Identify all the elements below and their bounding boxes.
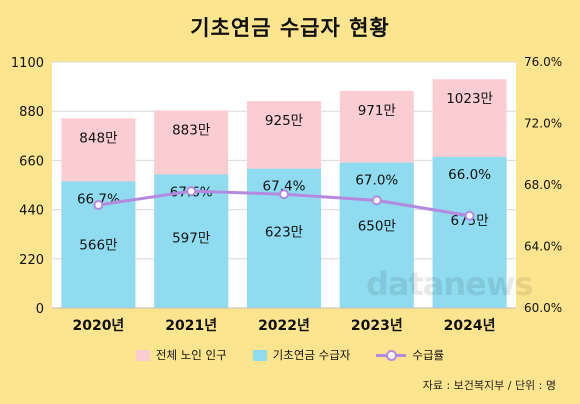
y2-tick-label: 72.0%: [524, 117, 562, 131]
data-label-total: 1023만: [446, 91, 493, 107]
data-label-recipients: 566만: [79, 237, 117, 253]
y-tick-label: 660: [19, 154, 44, 169]
legend-item-recipients: 기초연금 수급자: [252, 347, 351, 363]
x-tick-label: 2022년: [258, 318, 310, 334]
data-label-recipients: 675만: [451, 213, 489, 229]
rate-point: [186, 186, 197, 197]
legend-label-recipients: 기초연금 수급자: [272, 348, 351, 362]
y2-tick-label: 68.0%: [524, 178, 562, 192]
data-label-total: 925만: [265, 113, 303, 129]
bar-recipients: [432, 157, 507, 308]
y-tick-label: 0: [36, 302, 44, 317]
chart-legend: 전체 노인 인구 기초연금 수급자 수급률: [0, 347, 580, 363]
y-tick-label: 440: [19, 204, 44, 219]
watermark: datanews: [366, 265, 533, 303]
y-tick-label: 220: [19, 253, 44, 268]
x-tick-label: 2024년: [444, 318, 496, 334]
rate-point: [93, 199, 104, 210]
bar-recipients: [339, 162, 414, 308]
data-label-rate: 66.0%: [448, 167, 491, 183]
data-label-recipients: 650만: [358, 219, 396, 235]
bar-recipients: [154, 174, 229, 308]
data-label-recipients: 623만: [265, 225, 303, 241]
legend-item-rate: 수급률: [376, 347, 444, 363]
data-label-total: 971만: [358, 103, 396, 119]
y2-tick-label: 60.0%: [524, 301, 562, 315]
x-tick-label: 2021년: [165, 318, 217, 334]
source-note: 자료 : 보건복지부 / 단위 : 명: [422, 379, 556, 392]
legend-swatch-total: [135, 349, 150, 361]
data-label-rate: 67.4%: [263, 179, 306, 195]
legend-swatch-rate: [376, 349, 407, 361]
legend-swatch-recipients: [252, 349, 267, 361]
x-tick-label: 2023년: [351, 318, 403, 334]
data-label-recipients: 597만: [172, 230, 210, 246]
rate-point: [464, 210, 475, 221]
data-label-rate: 67.0%: [355, 173, 398, 189]
data-label-total: 848만: [79, 130, 117, 146]
rate-point: [279, 189, 289, 200]
legend-label-total: 전체 노인 인구: [155, 348, 227, 362]
y-tick-label: 880: [19, 105, 44, 120]
y2-tick-label: 76.0%: [524, 55, 562, 69]
legend-label-rate: 수급률: [412, 348, 445, 362]
data-label-total: 883만: [172, 123, 210, 139]
y2-tick-label: 64.0%: [524, 240, 562, 254]
legend-item-total: 전체 노인 인구: [135, 347, 227, 363]
chart-title: 기초연금 수급자 현황: [190, 16, 390, 40]
x-tick-label: 2020년: [72, 318, 124, 334]
y-tick-label: 1100: [11, 56, 44, 71]
rate-point: [371, 195, 382, 206]
